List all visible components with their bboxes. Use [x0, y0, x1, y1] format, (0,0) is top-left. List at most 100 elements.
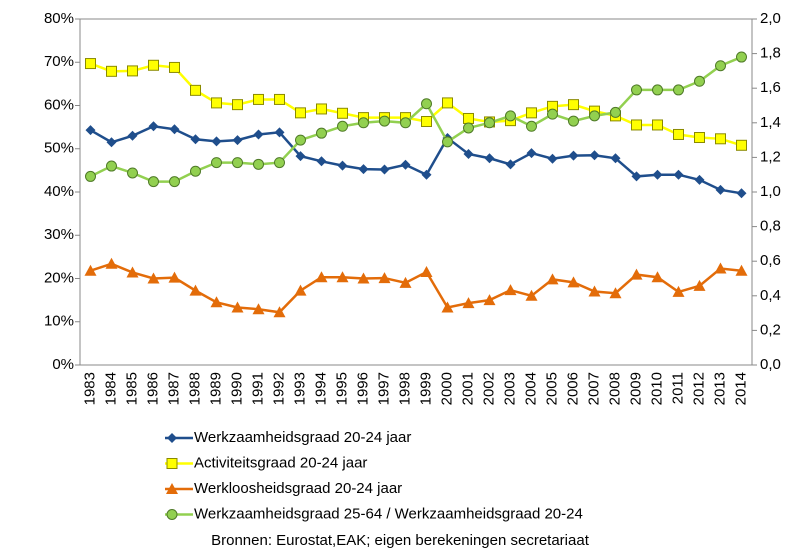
data-point: [694, 132, 705, 144]
data-point: [358, 117, 369, 129]
legend-marker: [166, 483, 178, 494]
x-tick-label: 1993: [291, 372, 308, 405]
data-point: [526, 107, 537, 119]
legend-label: Werkzaamheidsgraad 25-64 / Werkzaamheids…: [194, 505, 583, 522]
data-point: [231, 301, 244, 313]
data-point: [168, 271, 181, 283]
data-point: [232, 157, 243, 169]
data-point: [147, 272, 160, 284]
data-point: [253, 129, 264, 140]
data-point: [652, 169, 663, 180]
data-point: [567, 276, 580, 288]
data-point: [294, 284, 307, 296]
data-point: [295, 107, 306, 119]
data-point: [714, 262, 727, 274]
data-point: [568, 115, 579, 127]
x-tick-label: 1984: [102, 372, 119, 405]
data-point: [148, 176, 159, 188]
series-line: [90, 262, 742, 314]
data-point: [295, 151, 306, 162]
data-point: [463, 112, 474, 124]
y-tick-label: 0%: [52, 356, 74, 373]
data-point: [694, 75, 705, 87]
data-point: [421, 98, 432, 110]
data-point: [252, 303, 265, 315]
data-point: [273, 306, 286, 318]
data-point: [610, 153, 621, 164]
x-tick-label: 1999: [417, 372, 434, 405]
y-tick-label: 40%: [44, 183, 74, 200]
x-tick-label: 1992: [270, 372, 287, 405]
y2-tick-label: 1,2: [760, 148, 781, 165]
data-point: [337, 107, 348, 119]
legend-marker: [166, 509, 178, 520]
data-point: [462, 297, 475, 309]
data-point: [421, 169, 432, 180]
data-point: [274, 157, 285, 169]
x-tick-label: 2008: [606, 372, 623, 405]
data-point: [505, 110, 516, 122]
x-tick-label: 2011: [669, 372, 686, 404]
data-point: [484, 117, 495, 129]
data-point: [211, 136, 222, 147]
x-tick-label: 2007: [585, 372, 602, 405]
data-point: [568, 99, 579, 111]
y2-tick-label: 1,6: [760, 79, 781, 96]
data-point: [631, 119, 642, 131]
data-point: [504, 284, 517, 296]
data-point: [126, 266, 139, 278]
x-tick-label: 2004: [522, 372, 539, 405]
data-point: [337, 120, 348, 132]
data-point: [715, 184, 726, 195]
data-point: [589, 150, 600, 161]
y-tick-label: 60%: [44, 96, 74, 113]
legend-label: Activiteitsgraad 20-24 jaar: [194, 454, 367, 471]
legend-label: Werkloosheidsgraad 20-24 jaar: [194, 480, 402, 497]
x-tick-label: 1998: [396, 372, 413, 405]
data-point: [505, 159, 516, 170]
data-point: [190, 84, 201, 96]
data-point: [652, 84, 663, 96]
data-point: [105, 257, 118, 269]
data-point: [189, 284, 202, 296]
y2-tick-label: 0,8: [760, 218, 781, 235]
x-tick-label: 1997: [375, 372, 392, 405]
data-point: [85, 125, 96, 136]
x-tick-label: 2001: [459, 372, 476, 405]
data-point: [211, 157, 222, 169]
data-point: [673, 84, 684, 96]
data-point: [630, 268, 643, 280]
y-tick-label: 20%: [44, 269, 74, 286]
data-point: [357, 272, 370, 284]
data-point: [715, 133, 726, 145]
data-point: [631, 84, 642, 96]
data-point: [337, 160, 348, 171]
data-point: [316, 127, 327, 139]
data-point: [148, 121, 159, 132]
data-point: [274, 127, 285, 138]
data-point: [106, 137, 117, 148]
x-tick-label: 1983: [81, 372, 98, 405]
data-point: [484, 153, 495, 164]
data-point: [84, 264, 97, 276]
data-point: [316, 156, 327, 167]
x-tick-label: 2005: [543, 372, 560, 405]
data-point: [526, 120, 537, 132]
data-point: [253, 93, 264, 105]
x-tick-label: 2013: [711, 372, 728, 405]
x-tick-label: 1995: [333, 372, 350, 405]
legend-marker: [167, 433, 177, 443]
data-point: [378, 272, 391, 284]
y2-tick-label: 0,4: [760, 287, 781, 304]
data-point: [609, 287, 622, 299]
y2-tick-label: 2,0: [760, 10, 781, 27]
data-point: [211, 97, 222, 109]
data-point: [483, 294, 496, 306]
data-point: [631, 171, 642, 182]
data-point: [736, 139, 747, 151]
data-point: [442, 136, 453, 148]
data-point: [315, 271, 328, 283]
x-tick-label: 1990: [228, 372, 245, 405]
data-point: [463, 122, 474, 134]
data-point: [421, 116, 432, 128]
